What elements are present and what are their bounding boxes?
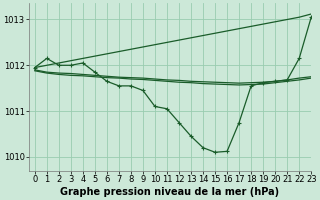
X-axis label: Graphe pression niveau de la mer (hPa): Graphe pression niveau de la mer (hPa) [60,187,280,197]
